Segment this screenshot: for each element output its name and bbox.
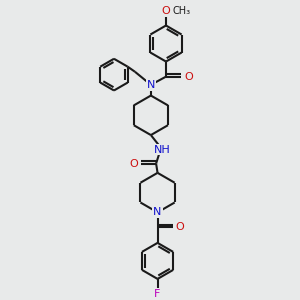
Text: O: O xyxy=(129,158,138,169)
Text: O: O xyxy=(184,72,193,82)
Text: O: O xyxy=(162,6,170,16)
Text: CH₃: CH₃ xyxy=(172,6,190,16)
Text: N: N xyxy=(153,207,162,218)
Text: NH: NH xyxy=(154,145,171,154)
Text: N: N xyxy=(147,80,155,90)
Text: O: O xyxy=(176,223,184,232)
Text: F: F xyxy=(154,289,161,299)
